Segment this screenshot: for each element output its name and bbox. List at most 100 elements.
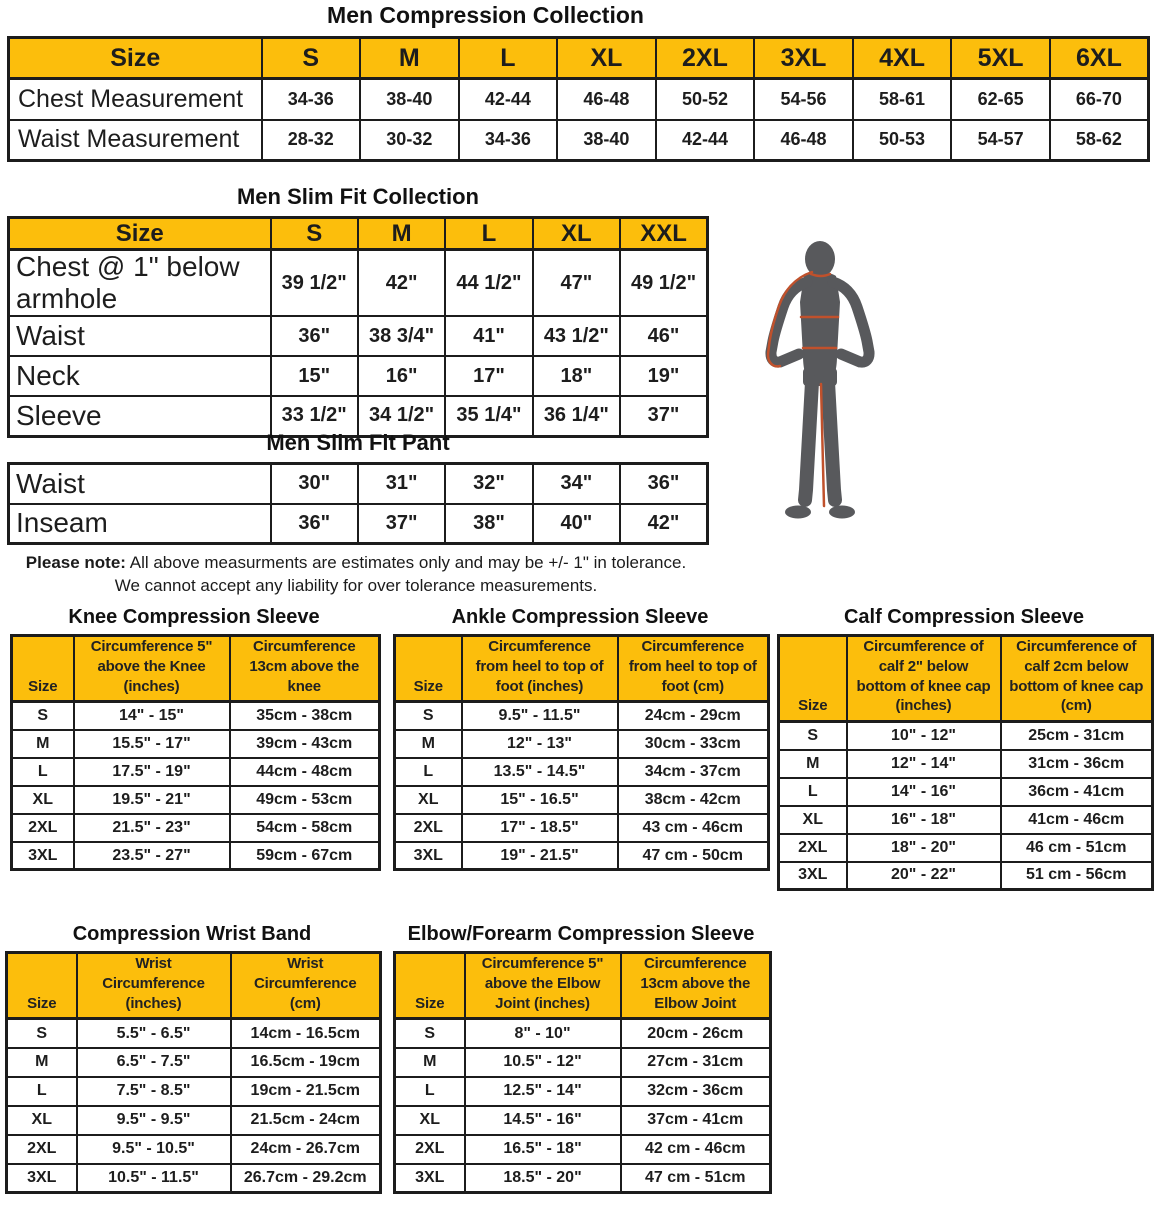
- cell-value: 15.5" - 17": [72, 728, 231, 759]
- cell-value: 16" - 18": [845, 804, 1002, 835]
- cell-value: 59cm - 67cm: [228, 840, 381, 871]
- cell-value: 41": [444, 315, 534, 357]
- cell-value: 30cm - 33cm: [616, 728, 770, 759]
- elbow-sleeve-table: Size Circumference 5" above the Elbow Joi…: [393, 951, 772, 1195]
- table-row: 3XL 20" - 22" 51 cm - 56cm: [777, 860, 1154, 891]
- calf-sleeve-title: Calf Compression Sleeve: [843, 606, 1085, 628]
- tolerance-note-line1: Please note: All above measurments are e…: [0, 552, 712, 575]
- cell-value: 20" - 22": [845, 860, 1002, 891]
- table-row: Waist 36" 38 3/4" 41" 43 1/2" 46": [7, 315, 709, 357]
- table-row: 2XL 21.5" - 23" 54cm - 58cm: [10, 812, 381, 843]
- cell-value: 14" - 16": [845, 776, 1002, 807]
- header-row: Size S M L XL 2XL 3XL 4XL 5XL 6XL: [7, 36, 1150, 80]
- cell-value: 32": [444, 462, 534, 505]
- cell-value: 17.5" - 19": [72, 756, 231, 787]
- cell-value: 38-40: [556, 118, 657, 162]
- note-prefix: Please note:: [25, 553, 126, 572]
- cell-value: 6.5" - 7.5": [75, 1046, 232, 1078]
- cell-value: 8" - 10": [463, 1017, 622, 1049]
- row-label: M: [393, 728, 463, 759]
- table-row: L 13.5" - 14.5" 34cm - 37cm: [393, 756, 770, 787]
- header-row: Size Circumference of calf 2" below botto…: [777, 634, 1154, 724]
- cell-value: 25cm - 31cm: [999, 720, 1154, 751]
- column-header: 6XL: [1048, 36, 1150, 80]
- table-row: Inseam 36" 37" 38" 40" 42": [7, 502, 709, 545]
- cell-value: 17" - 18.5": [460, 812, 619, 843]
- row-label: Waist: [7, 315, 272, 357]
- cell-value: 14cm - 16.5cm: [229, 1017, 382, 1049]
- table-row: XL 16" - 18" 41cm - 46cm: [777, 804, 1154, 835]
- column-header: L: [457, 36, 559, 80]
- cell-value: 14" - 15": [72, 700, 231, 731]
- row-label: L: [393, 1075, 466, 1107]
- cell-value: 51 cm - 56cm: [999, 860, 1154, 891]
- male-silhouette-figure: [765, 240, 875, 532]
- wrist-band-table: Size Wrist Circumference (inches) Wrist Ci…: [5, 951, 382, 1195]
- cell-value: 42-44: [654, 118, 756, 162]
- cell-value: 19cm - 21.5cm: [229, 1075, 382, 1107]
- ankle-sleeve-title: Ankle Compression Sleeve: [451, 606, 709, 628]
- column-header: 3XL: [753, 36, 854, 80]
- header-row: Size S M L XL XXL: [7, 216, 709, 251]
- column-header: XXL: [619, 216, 709, 251]
- column-header: Wrist Circumference (cm): [229, 951, 382, 1021]
- column-header: 5XL: [950, 36, 1051, 80]
- column-header: Wrist Circumference (inches): [75, 951, 232, 1021]
- cell-value: 46 cm - 51cm: [999, 832, 1154, 863]
- table-row: Chest Measurement 34-36 38-40 42-44 46-48 50-…: [7, 77, 1150, 121]
- cell-value: 36": [269, 315, 359, 357]
- table-row: XL 9.5" - 9.5" 21.5cm - 24cm: [5, 1104, 382, 1136]
- table-row: Neck 15" 16" 17" 18" 19": [7, 355, 709, 397]
- cell-value: 30": [269, 462, 359, 505]
- table-row: XL 15" - 16.5" 38cm - 42cm: [393, 784, 770, 815]
- cell-value: 32cm - 36cm: [619, 1075, 772, 1107]
- table-row: 3XL 23.5" - 27" 59cm - 67cm: [10, 840, 381, 871]
- cell-value: 42 cm - 46cm: [619, 1133, 772, 1165]
- cell-value: 16.5" - 18": [463, 1133, 622, 1165]
- cell-value: 39 1/2": [269, 248, 359, 317]
- table-row: L 7.5" - 8.5" 19cm - 21.5cm: [5, 1075, 382, 1107]
- cell-value: 40": [531, 502, 622, 545]
- row-label: 3XL: [777, 860, 848, 891]
- cell-value: 24cm - 26.7cm: [229, 1133, 382, 1165]
- cell-value: 28-32: [260, 118, 362, 162]
- cell-value: 54-56: [753, 77, 854, 121]
- row-label: M: [777, 748, 848, 779]
- knee-sleeve-table: Size Circumference 5" above the Knee (inc…: [10, 634, 381, 872]
- column-header: S: [269, 216, 359, 251]
- cell-value: 14.5" - 16": [463, 1104, 622, 1136]
- column-header: Circumference from heel to top of foot (…: [460, 634, 619, 704]
- cell-value: 34 1/2": [356, 395, 447, 437]
- row-label: 3XL: [393, 840, 463, 871]
- cell-value: 27cm - 31cm: [619, 1046, 772, 1078]
- cell-value: 37": [619, 395, 709, 437]
- size-column-header: Size: [5, 951, 78, 1021]
- row-label: XL: [777, 804, 848, 835]
- row-label: Waist: [7, 462, 272, 505]
- row-label: Chest Measurement: [7, 77, 263, 121]
- tolerance-note-line2: We cannot accept any liability for over …: [114, 575, 598, 595]
- header-row: Size Wrist Circumference (inches) Wrist Ci…: [5, 951, 382, 1021]
- cell-value: 15" - 16.5": [460, 784, 619, 815]
- section-wrist-band: Compression Wrist Band Size Wrist Circumf…: [5, 923, 382, 1195]
- men-slim-fit-pant-table: Waist 30" 31" 32" 34" 36" Inseam 36" 37" 38" 40" 42…: [7, 462, 709, 545]
- column-header: 2XL: [654, 36, 756, 80]
- row-label: 2XL: [777, 832, 848, 863]
- table-row: M 15.5" - 17" 39cm - 43cm: [10, 728, 381, 759]
- header-row: Size Circumference from heel to top of fo…: [393, 634, 770, 704]
- row-label: M: [10, 728, 75, 759]
- cell-value: 37": [356, 502, 447, 545]
- cell-value: 9.5" - 11.5": [460, 700, 619, 731]
- table-row: 3XL 19" - 21.5" 47 cm - 50cm: [393, 840, 770, 871]
- column-header: Circumference 5" above the Knee (inches): [72, 634, 231, 704]
- cell-value: 44 1/2": [444, 248, 534, 317]
- cell-value: 19": [619, 355, 709, 397]
- table-row: 2XL 9.5" - 10.5" 24cm - 26.7cm: [5, 1133, 382, 1165]
- table-row: Chest @ 1" below armhole 39 1/2" 42" 44 1/2…: [7, 248, 709, 317]
- row-label: S: [5, 1017, 78, 1049]
- row-label: S: [10, 700, 75, 731]
- row-label: M: [5, 1046, 78, 1078]
- cell-value: 12" - 14": [845, 748, 1002, 779]
- row-label: S: [393, 700, 463, 731]
- row-label: 3XL: [5, 1162, 78, 1194]
